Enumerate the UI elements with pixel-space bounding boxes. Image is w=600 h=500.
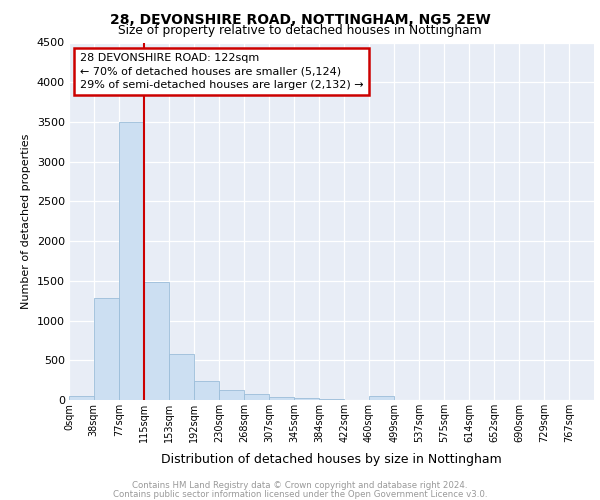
Text: Size of property relative to detached houses in Nottingham: Size of property relative to detached ho… — [118, 24, 482, 37]
Bar — [294, 398, 319, 400]
Bar — [144, 282, 169, 400]
Y-axis label: Number of detached properties: Number of detached properties — [21, 134, 31, 309]
X-axis label: Distribution of detached houses by size in Nottingham: Distribution of detached houses by size … — [161, 454, 502, 466]
Bar — [194, 381, 219, 400]
Bar — [169, 354, 194, 400]
Text: Contains public sector information licensed under the Open Government Licence v3: Contains public sector information licen… — [113, 490, 487, 499]
Bar — [94, 298, 119, 400]
Bar — [244, 394, 269, 400]
Text: 28, DEVONSHIRE ROAD, NOTTINGHAM, NG5 2EW: 28, DEVONSHIRE ROAD, NOTTINGHAM, NG5 2EW — [110, 12, 490, 26]
Bar — [269, 397, 294, 400]
Text: Contains HM Land Registry data © Crown copyright and database right 2024.: Contains HM Land Registry data © Crown c… — [132, 481, 468, 490]
Bar — [219, 390, 244, 400]
Bar — [369, 396, 394, 400]
Bar — [319, 399, 344, 400]
Bar — [119, 122, 144, 400]
Bar — [69, 396, 94, 400]
Text: 28 DEVONSHIRE ROAD: 122sqm
← 70% of detached houses are smaller (5,124)
29% of s: 28 DEVONSHIRE ROAD: 122sqm ← 70% of deta… — [79, 53, 363, 90]
